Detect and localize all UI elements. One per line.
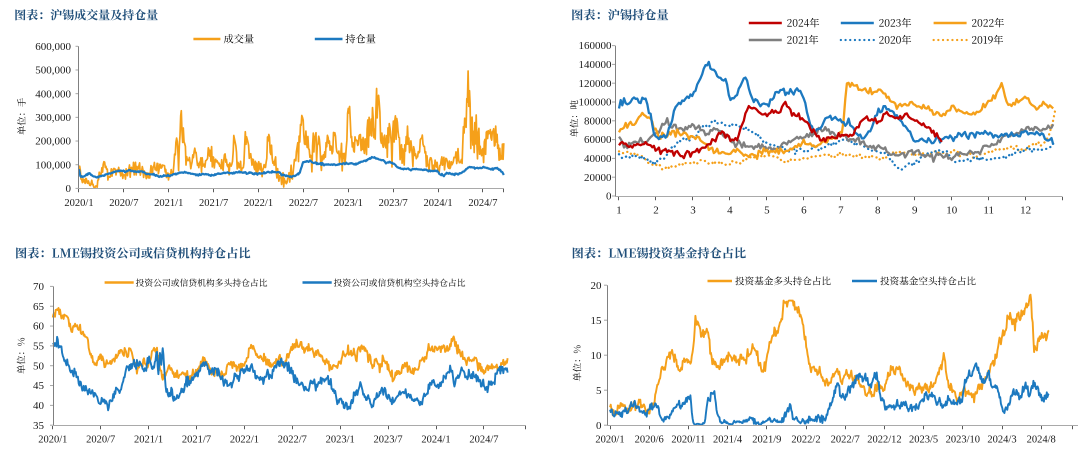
svg-text:2022/7: 2022/7 — [289, 198, 318, 209]
svg-text:11: 11 — [983, 205, 994, 217]
svg-text:2021/1: 2021/1 — [134, 435, 163, 446]
svg-text:2024/3: 2024/3 — [987, 435, 1016, 446]
svg-text:2020/7: 2020/7 — [86, 435, 115, 446]
svg-text:2022/1: 2022/1 — [244, 198, 273, 209]
svg-text:70: 70 — [33, 281, 45, 293]
svg-text:2022/2: 2022/2 — [791, 435, 820, 446]
svg-text:3: 3 — [690, 205, 696, 217]
svg-text:2: 2 — [653, 205, 659, 217]
svg-text:35: 35 — [33, 420, 45, 432]
svg-text:0: 0 — [606, 191, 612, 203]
svg-text:2022/7: 2022/7 — [831, 435, 860, 446]
svg-text:2021/7: 2021/7 — [182, 435, 211, 446]
svg-text:100000: 100000 — [579, 97, 613, 109]
svg-text:8: 8 — [875, 205, 881, 217]
svg-text:9: 9 — [912, 205, 918, 217]
svg-text:300,000: 300,000 — [35, 112, 71, 124]
svg-text:0: 0 — [596, 420, 602, 432]
svg-text:160000: 160000 — [579, 40, 613, 52]
svg-text:40: 40 — [33, 400, 45, 412]
svg-text:2020/1: 2020/1 — [38, 435, 67, 446]
svg-text:15: 15 — [591, 315, 603, 327]
svg-text:4: 4 — [727, 205, 733, 217]
svg-text:2021/9: 2021/9 — [752, 435, 781, 446]
svg-text:2020/11: 2020/11 — [671, 435, 705, 446]
svg-text:120000: 120000 — [579, 78, 613, 90]
svg-text:45: 45 — [33, 380, 45, 392]
svg-text:60: 60 — [33, 321, 45, 333]
svg-text:2020/7: 2020/7 — [109, 198, 138, 209]
svg-text:65: 65 — [33, 301, 45, 313]
svg-text:2021/4: 2021/4 — [713, 435, 743, 446]
svg-text:2023/7: 2023/7 — [374, 435, 403, 446]
svg-text:2022/1: 2022/1 — [230, 435, 259, 446]
svg-text:100,000: 100,000 — [35, 159, 71, 171]
svg-text:2023/5: 2023/5 — [909, 435, 938, 446]
svg-text:60000: 60000 — [584, 134, 612, 146]
svg-text:1: 1 — [616, 205, 622, 217]
svg-text:2021/1: 2021/1 — [154, 198, 183, 209]
svg-text:500,000: 500,000 — [35, 65, 71, 77]
svg-text:2024/7: 2024/7 — [469, 435, 498, 446]
svg-text:400,000: 400,000 — [35, 88, 71, 100]
svg-text:12: 12 — [1020, 205, 1031, 217]
svg-text:2024/1: 2024/1 — [421, 435, 450, 446]
svg-text:2024/8: 2024/8 — [1027, 435, 1056, 446]
svg-text:0: 0 — [66, 183, 72, 195]
svg-text:55: 55 — [33, 340, 45, 352]
svg-text:2021/7: 2021/7 — [199, 198, 228, 209]
svg-text:2020/1: 2020/1 — [64, 198, 93, 209]
svg-text:2022/12: 2022/12 — [867, 435, 901, 446]
svg-text:2020/6: 2020/6 — [635, 435, 664, 446]
svg-text:7: 7 — [838, 205, 844, 217]
svg-text:2024/7: 2024/7 — [468, 198, 497, 209]
svg-text:6: 6 — [801, 205, 807, 217]
svg-text:20: 20 — [591, 280, 603, 292]
svg-text:2023/7: 2023/7 — [379, 198, 408, 209]
svg-text:40000: 40000 — [584, 153, 612, 165]
svg-text:80000: 80000 — [584, 115, 612, 127]
svg-text:50: 50 — [33, 360, 45, 372]
svg-text:20000: 20000 — [584, 172, 612, 184]
svg-text:2024/1: 2024/1 — [423, 198, 452, 209]
svg-text:2023/10: 2023/10 — [946, 435, 980, 446]
svg-text:600,000: 600,000 — [35, 41, 71, 53]
svg-text:200,000: 200,000 — [35, 136, 71, 148]
svg-text:5: 5 — [764, 205, 770, 217]
svg-text:2022/7: 2022/7 — [278, 435, 307, 446]
svg-text:10: 10 — [591, 350, 603, 362]
svg-text:2020/1: 2020/1 — [595, 435, 624, 446]
svg-text:2023/1: 2023/1 — [326, 435, 355, 446]
svg-text:140000: 140000 — [579, 59, 613, 71]
svg-text:10: 10 — [946, 205, 958, 217]
svg-text:2023/1: 2023/1 — [334, 198, 363, 209]
svg-text:5: 5 — [596, 385, 602, 397]
